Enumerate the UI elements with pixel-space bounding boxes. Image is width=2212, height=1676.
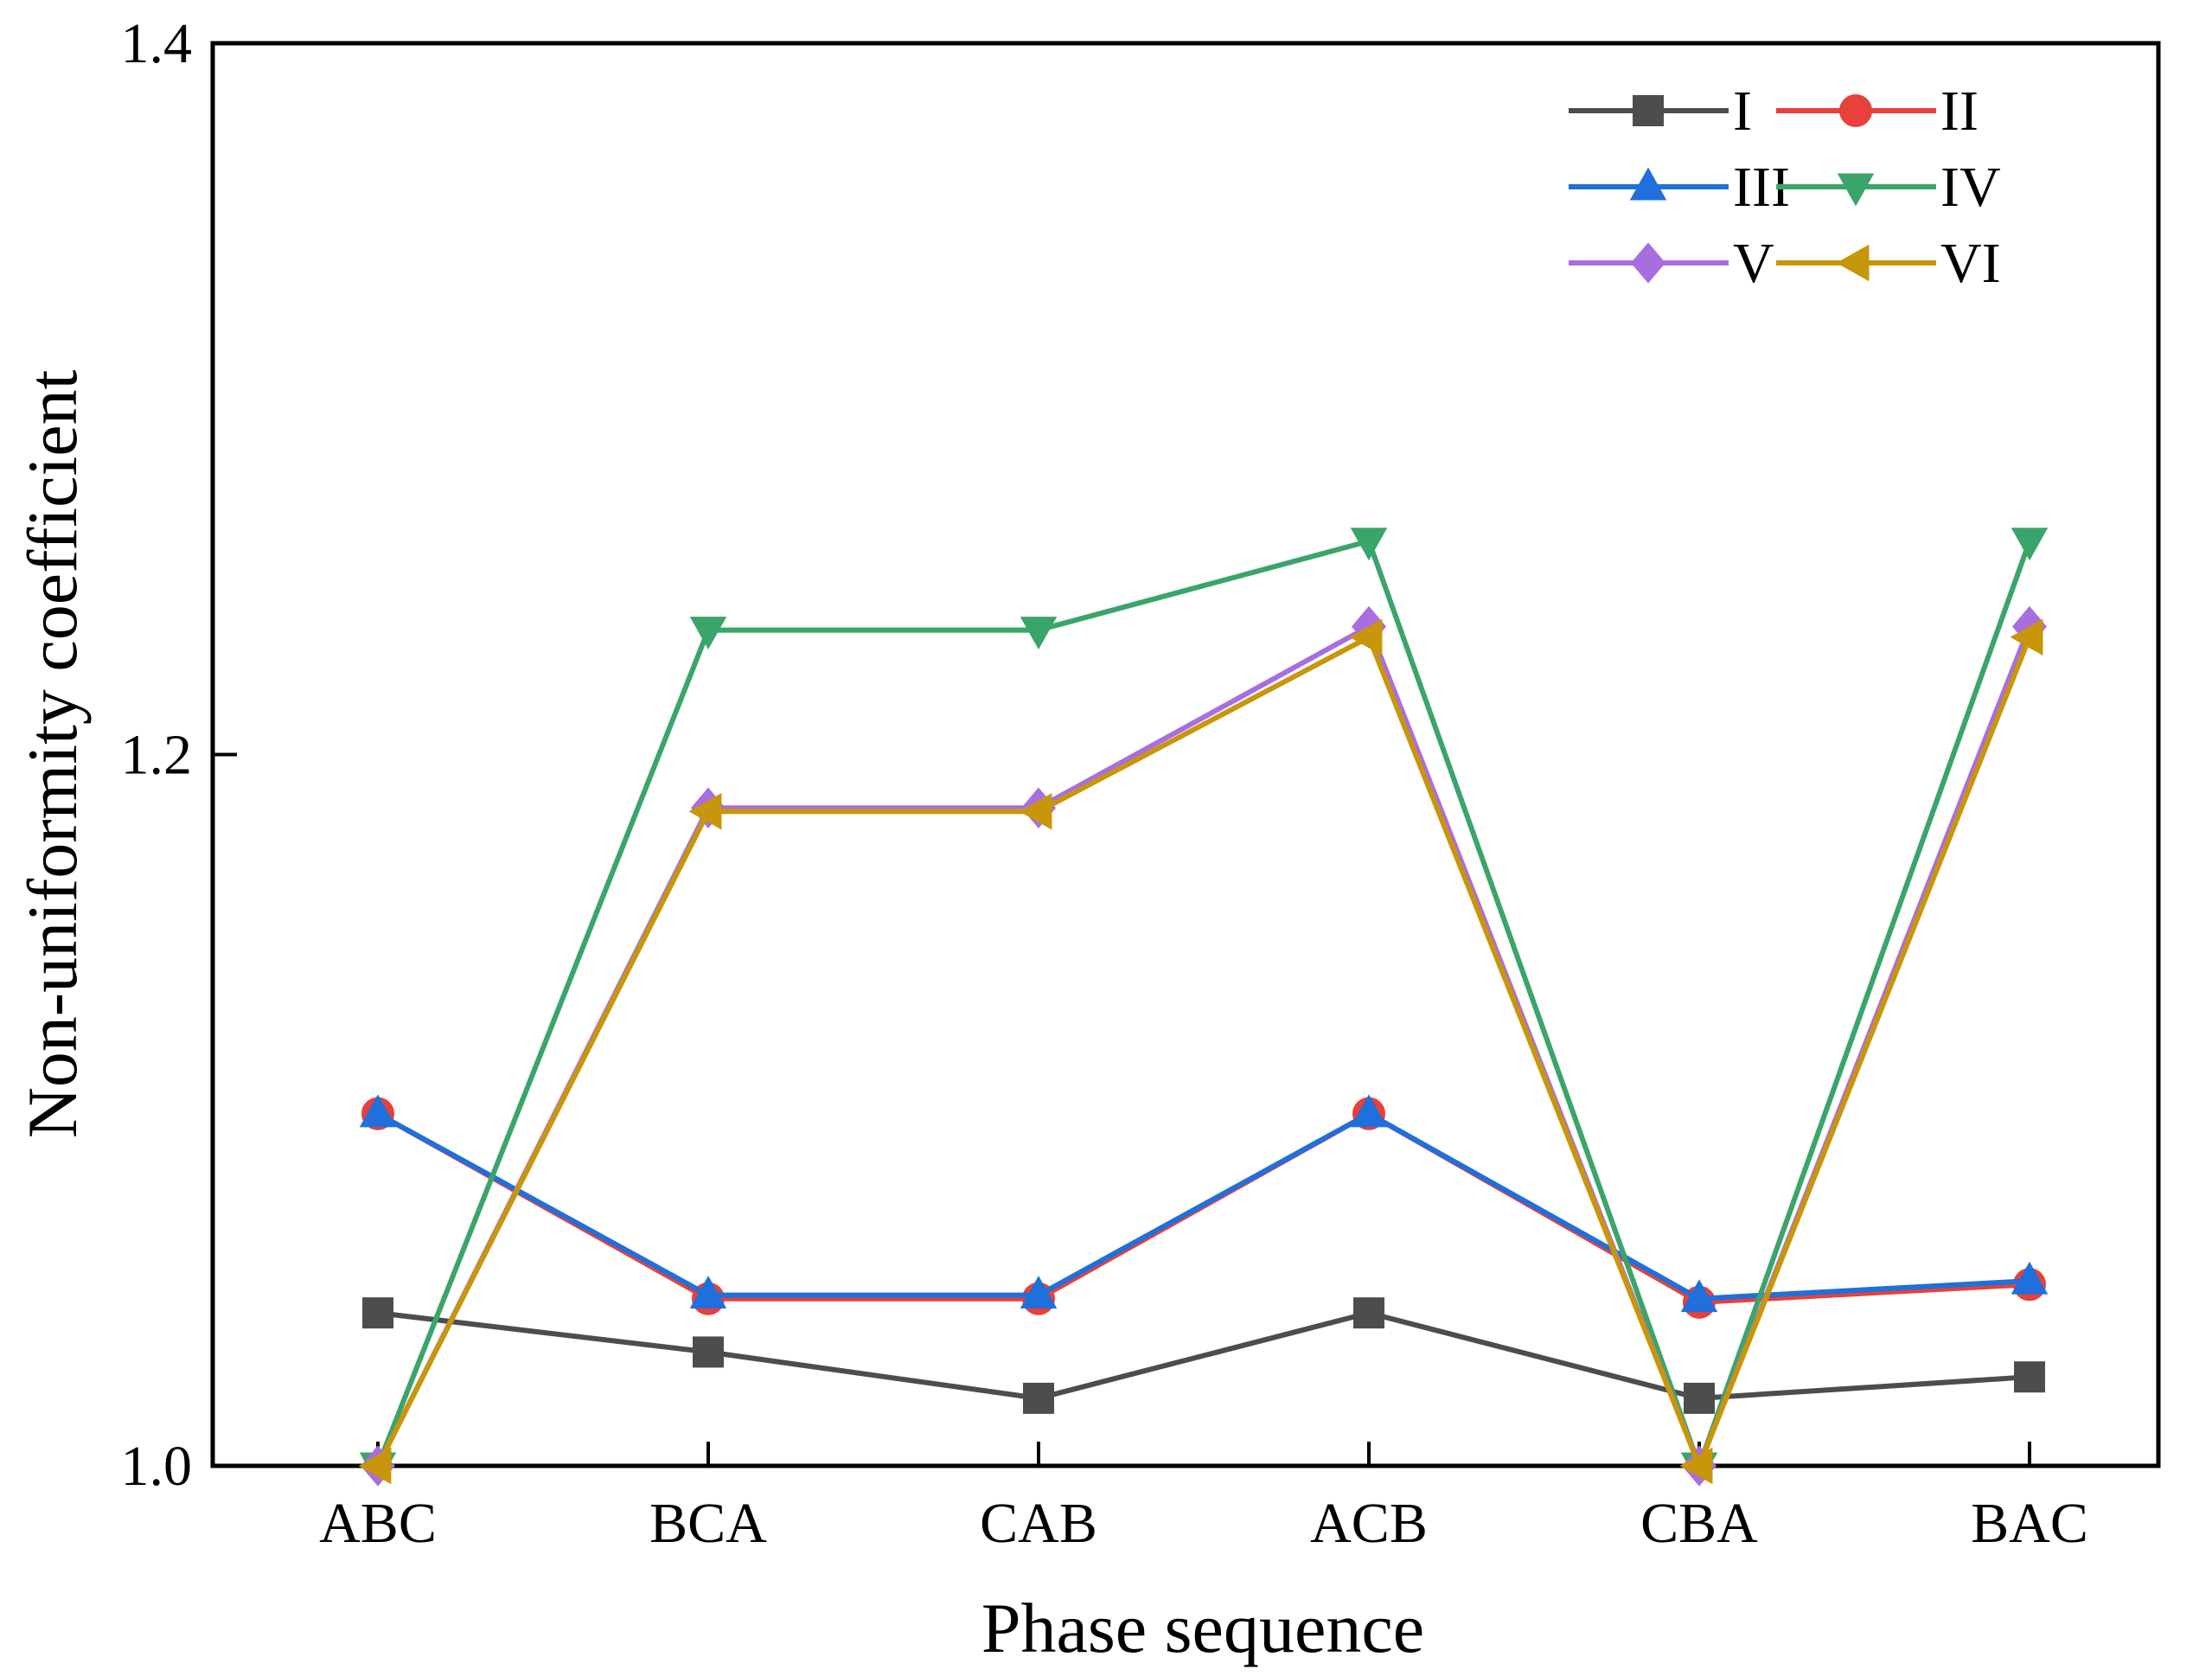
point-IV-CAB (1020, 617, 1058, 650)
series-line-VI (375, 634, 2032, 1468)
series-line-I (377, 1310, 2030, 1401)
legend-label-VI: VI (1940, 232, 2001, 295)
point-III-ACB (1350, 1094, 1388, 1128)
legend-item-VI: VI (1776, 232, 2001, 295)
y-tick-label-1.0: 1.0 (121, 1435, 193, 1498)
legend-item-I: I (1569, 80, 1752, 143)
point-III-BCA (689, 1276, 727, 1309)
point-VI-BAC (2010, 618, 2043, 656)
point-I-BCA (693, 1336, 724, 1368)
axis-ticks: ABC BCA CAB ACB CBA BAC 1.0 1.2 1.4 (121, 12, 2088, 1555)
legend-item-II: II (1776, 80, 1979, 143)
y-tick-label-1.2: 1.2 (121, 724, 193, 787)
legend-item-IV: IV (1776, 156, 2001, 219)
point-I-CBA (1684, 1382, 1715, 1414)
point-VI-CBA (1679, 1447, 1713, 1485)
point-III-ABC (359, 1094, 397, 1128)
x-tick-label-ABC: ABC (319, 1492, 437, 1555)
point-I-CAB (1023, 1382, 1054, 1414)
series-line-IV (375, 538, 2032, 1468)
point-I-ACB (1353, 1297, 1384, 1329)
x-tick-label-CAB: CAB (980, 1492, 1097, 1555)
point-I-ABC (362, 1297, 393, 1329)
point-I-BAC (2014, 1361, 2045, 1393)
legend-marker-VI (1836, 244, 1870, 282)
point-VI-ACB (1349, 618, 1383, 656)
y-axis-label: Non-uniformity coefficient (13, 369, 92, 1138)
legend-item-III: III (1569, 156, 1790, 219)
x-tick-label-ACB: ACB (1310, 1492, 1428, 1555)
y-tick-label-1.4: 1.4 (121, 12, 193, 75)
series-layer (358, 528, 2049, 1487)
point-IV-BCA (689, 617, 727, 650)
x-tick-label-CBA: CBA (1640, 1492, 1758, 1555)
point-VI-BCA (688, 793, 722, 830)
x-tick-label-BCA: BCA (649, 1492, 767, 1555)
series-III (359, 1094, 2049, 1313)
point-III-CBA (1680, 1279, 1718, 1313)
legend-marker-V (1630, 242, 1666, 284)
legend-label-I: I (1733, 80, 1752, 143)
point-VI-CAB (1019, 793, 1052, 830)
legend-label-V: V (1733, 232, 1774, 295)
legend-marker-IV (1837, 173, 1875, 207)
point-IV-BAC (2011, 528, 2049, 561)
point-III-CAB (1020, 1276, 1058, 1309)
series-I (362, 1297, 2045, 1414)
series-line-II (376, 1110, 2030, 1305)
x-axis-label: Phase sequence (981, 1589, 1424, 1667)
legend-label-IV: IV (1940, 156, 2001, 219)
point-VI-ABC (358, 1447, 392, 1485)
point-IV-ACB (1350, 528, 1388, 561)
legend-marker-III (1629, 167, 1667, 201)
point-III-BAC (2011, 1261, 2049, 1295)
legend-item-V: V (1569, 232, 1774, 295)
series-line-III (376, 1110, 2030, 1302)
x-tick-label-BAC: BAC (1971, 1492, 2088, 1555)
legend-marker-I (1633, 95, 1664, 126)
series-VI (358, 618, 2043, 1485)
legend-marker-II (1839, 94, 1872, 127)
legend-label-II: II (1940, 80, 1979, 143)
